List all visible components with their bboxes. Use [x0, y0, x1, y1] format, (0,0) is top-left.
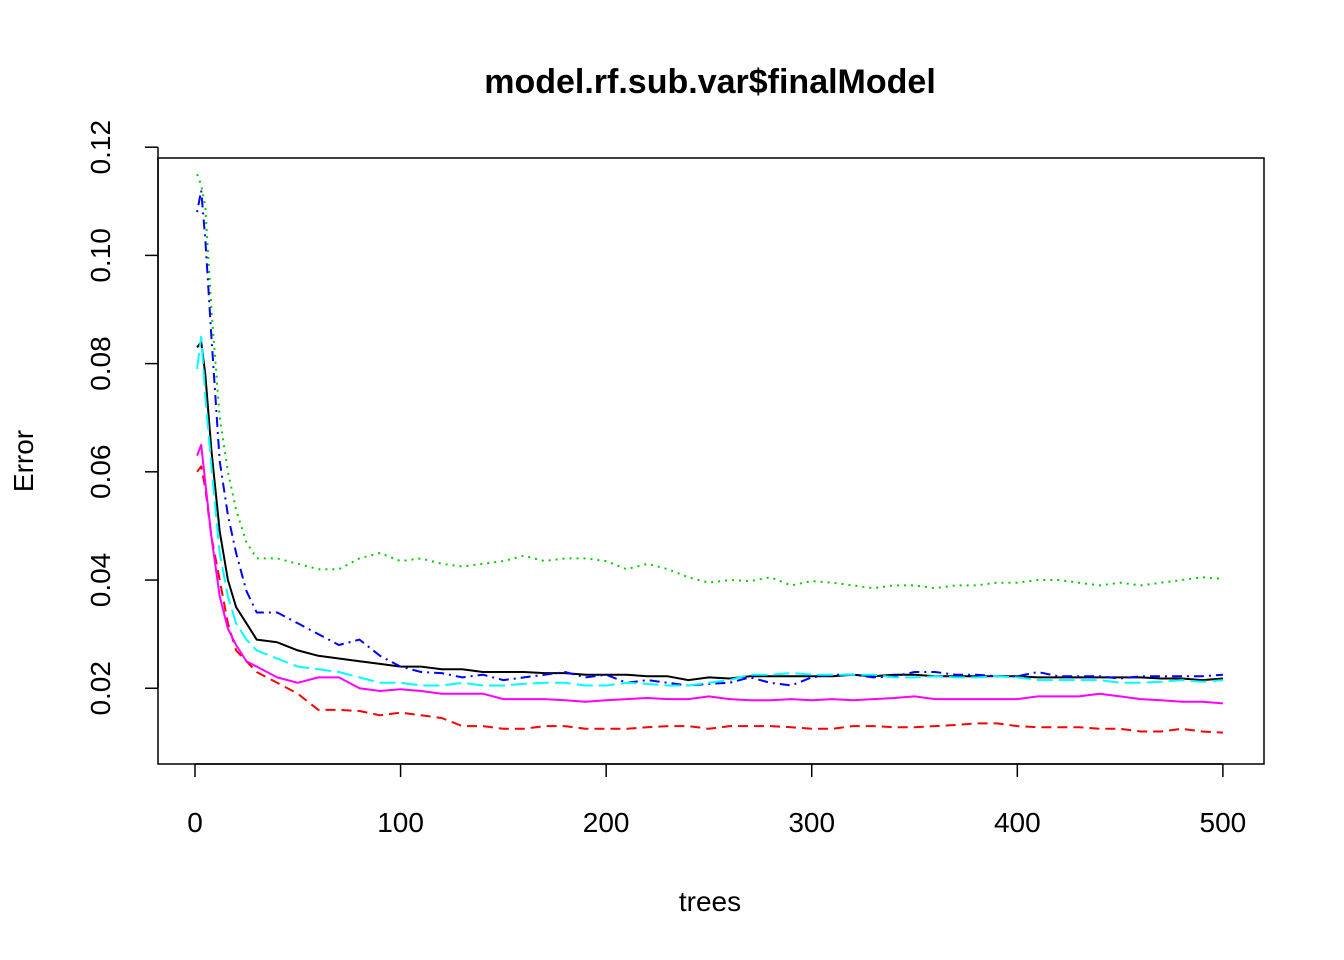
series-line-1: [196, 341, 1223, 682]
x-tick-label: 0: [187, 807, 203, 838]
series-line-5: [196, 335, 1223, 687]
x-axis: 0 100 200 300 400 500: [187, 763, 1247, 838]
y-tick-label: 0.10: [85, 228, 116, 283]
y-tick-label: 0.08: [85, 336, 116, 391]
x-tick-label: 100: [377, 807, 424, 838]
x-tick-label: 200: [583, 807, 630, 838]
y-axis-label: Error: [8, 430, 39, 492]
x-axis-label: trees: [679, 886, 741, 917]
y-tick-label: 0.04: [85, 553, 116, 608]
series-lines: [196, 173, 1223, 734]
y-tick-label: 0.06: [85, 445, 116, 500]
series-line-2: [196, 465, 1223, 734]
y-axis: 0.02 0.04 0.06 0.08 0.10 0.12: [85, 120, 159, 716]
series-line-6: [196, 443, 1223, 705]
y-tick-label: 0.12: [85, 120, 116, 175]
series-line-4: [196, 189, 1223, 687]
chart-title: model.rf.sub.var$finalModel: [484, 63, 936, 101]
x-tick-label: 500: [1200, 807, 1247, 838]
x-tick-label: 400: [994, 807, 1041, 838]
plot-frame: [157, 157, 1265, 765]
y-tick-label: 0.02: [85, 661, 116, 716]
series-line-3: [196, 173, 1223, 590]
x-tick-label: 300: [788, 807, 835, 838]
